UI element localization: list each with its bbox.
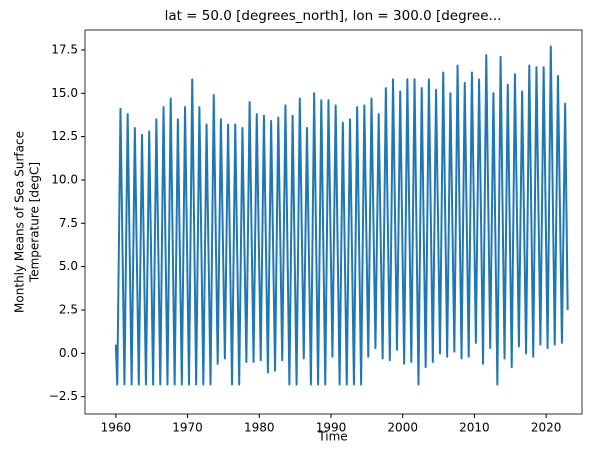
y-tick-label: 17.5	[51, 42, 78, 56]
chart-title: lat = 50.0 [degrees_north], lon = 300.0 …	[165, 8, 502, 24]
y-tick-label: −2.5	[49, 389, 78, 403]
x-tick-label: 2000	[387, 421, 418, 435]
y-axis-label: Temperature [degC]	[28, 162, 42, 283]
y-tick-label: 2.5	[59, 302, 78, 316]
x-tick-label: 2020	[531, 421, 562, 435]
x-tick-label: 1960	[101, 421, 132, 435]
y-tick-label: 5.0	[59, 259, 78, 273]
plot-frame	[84, 29, 583, 415]
x-axis-label: Time	[317, 430, 347, 444]
x-tick-label: 1980	[244, 421, 275, 435]
x-tick-label: 2010	[459, 421, 490, 435]
y-tick-label: 12.5	[51, 129, 78, 143]
x-tick-label: 1970	[172, 421, 203, 435]
data-line	[114, 45, 569, 386]
y-tick-label: 7.5	[59, 216, 78, 230]
y-tick-label: 10.0	[51, 172, 78, 186]
y-tick-label: 0.0	[59, 346, 78, 360]
y-tick-label: 15.0	[51, 86, 78, 100]
y-axis-label: Monthly Means of Sea Surface	[13, 131, 27, 313]
x-tick-label: 1990	[316, 421, 347, 435]
